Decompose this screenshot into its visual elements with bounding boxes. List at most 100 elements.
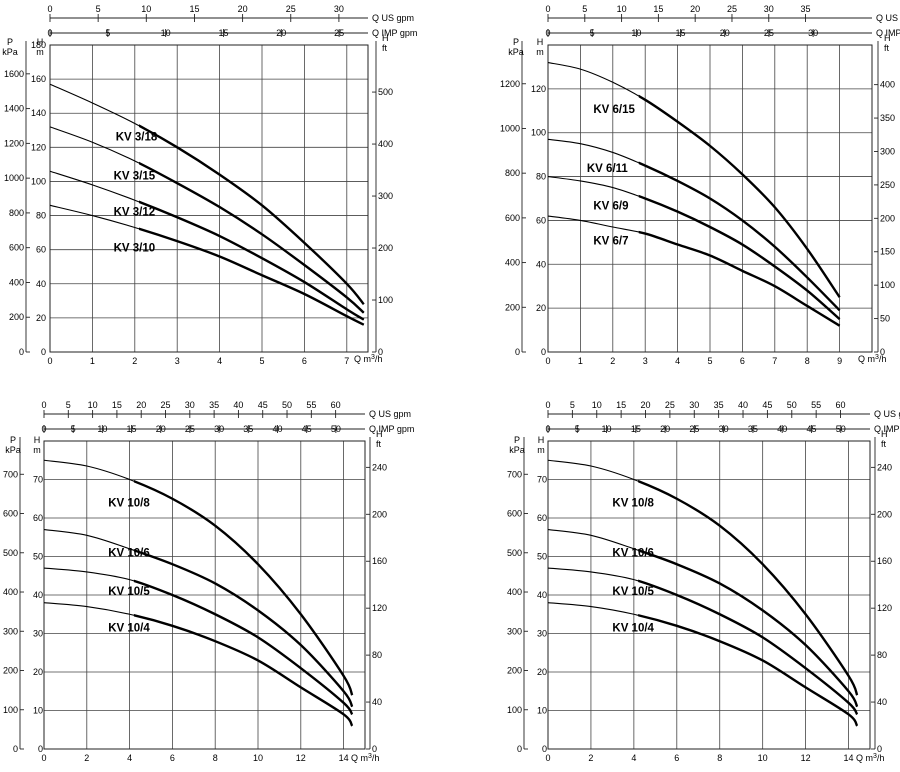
head-ft-tick-label: 160 <box>372 556 387 566</box>
us-gpm-tick-label: 35 <box>801 4 811 14</box>
imp-gpm-tick-label: 45 <box>302 424 312 434</box>
curve-label: KV 6/15 <box>593 104 635 116</box>
imp-gpm-tick-label: 10 <box>97 424 107 434</box>
pump-curve <box>43 567 353 715</box>
curve-label: KV 3/15 <box>114 171 156 183</box>
x-tick-label: 10 <box>758 753 768 763</box>
pressure-unit-label: kPa <box>5 445 21 455</box>
head-m-tick-label: 70 <box>33 475 43 485</box>
pump-curve <box>547 62 841 298</box>
imp-gpm-tick-label: 20 <box>276 28 286 38</box>
pressure-tick-label: 400 <box>9 277 24 287</box>
us-gpm-tick-label: 5 <box>96 4 101 14</box>
curve-label: KV 3/12 <box>114 207 156 219</box>
pressure-axis-label: P <box>514 435 520 445</box>
head-ft-tick-label: 120 <box>372 603 387 613</box>
head-ft-tick-label: 100 <box>880 280 895 290</box>
pump-curve-operating-range <box>133 548 354 708</box>
head-ft-tick-label: 300 <box>880 146 895 156</box>
imp-gpm-tick-label: 10 <box>631 28 641 38</box>
us-gpm-axis-label: Q US gpm <box>874 409 900 419</box>
x-tick-label: 8 <box>805 356 810 366</box>
imp-gpm-tick-label: 20 <box>156 424 166 434</box>
us-gpm-tick-label: 30 <box>764 4 774 14</box>
head-ft-tick-label: 150 <box>880 247 895 257</box>
imp-gpm-tick-label: 10 <box>602 424 612 434</box>
head-m-axis-label: H <box>34 435 41 445</box>
x-tick-label: 5 <box>259 356 264 366</box>
pump-curve-operating-range <box>133 579 354 716</box>
x-tick-label: 6 <box>740 356 745 366</box>
us-gpm-tick-label: 0 <box>545 4 550 14</box>
imp-gpm-tick-label: 45 <box>806 424 816 434</box>
head-m-tick-label: 100 <box>531 128 546 138</box>
pressure-tick-label: 1200 <box>4 138 24 148</box>
imp-gpm-tick-label: 30 <box>719 424 729 434</box>
us-gpm-tick-label: 5 <box>582 4 587 14</box>
imp-gpm-tick-label: 0 <box>41 424 46 434</box>
chart-panel-4: 0 2 4 6 8 10 12 14 Q m3/h0 5 10 15 20 25 30 35 40 45 50 55 6… <box>507 400 900 763</box>
pump-curve <box>547 567 858 715</box>
pump-curve-operating-range <box>638 548 859 708</box>
pressure-tick-label: 400 <box>507 587 522 597</box>
head-m-tick-label: 0 <box>542 744 547 754</box>
pump-curve-operating-range <box>139 227 365 326</box>
imp-gpm-tick-label: 40 <box>777 424 787 434</box>
imp-gpm-tick-label: 5 <box>105 28 110 38</box>
us-gpm-axis-label: Q US gpm <box>369 409 411 419</box>
imp-gpm-tick-label: 0 <box>545 28 550 38</box>
pressure-tick-label: 1000 <box>500 123 520 133</box>
x-tick-label: 0 <box>41 753 46 763</box>
head-m-tick-label: 160 <box>31 74 46 84</box>
pressure-tick-label: 1000 <box>4 173 24 183</box>
x-tick-label: 7 <box>772 356 777 366</box>
x-tick-label: 12 <box>296 753 306 763</box>
head-ft-tick-label: 200 <box>372 509 387 519</box>
us-gpm-tick-label: 10 <box>141 4 151 14</box>
head-m-tick-label: 40 <box>36 279 46 289</box>
pressure-tick-label: 200 <box>507 666 522 676</box>
pressure-tick-label: 600 <box>3 509 18 519</box>
imp-gpm-tick-label: 25 <box>334 28 344 38</box>
imp-gpm-tick-label: 30 <box>808 28 818 38</box>
us-gpm-tick-label: 15 <box>189 4 199 14</box>
head-ft-tick-label: 160 <box>877 556 892 566</box>
pump-curve <box>49 126 365 314</box>
us-gpm-tick-label: 10 <box>88 400 98 410</box>
head-m-tick-label: 100 <box>31 176 46 186</box>
head-m-tick-label: 20 <box>33 667 43 677</box>
us-gpm-tick-label: 0 <box>41 400 46 410</box>
pump-curve <box>49 170 365 321</box>
curve-label: KV 10/6 <box>108 548 150 560</box>
head-m-tick-label: 120 <box>31 142 46 152</box>
head-ft-unit-label: ft <box>376 439 382 449</box>
head-m-tick-label: 140 <box>31 108 46 118</box>
head-ft-unit-label: ft <box>382 43 388 53</box>
head-m-tick-label: 30 <box>537 629 547 639</box>
us-gpm-tick-label: 60 <box>331 400 341 410</box>
pressure-tick-label: 700 <box>507 469 522 479</box>
x-tick-label: 3 <box>175 356 180 366</box>
imp-gpm-tick-label: 30 <box>214 424 224 434</box>
head-m-axis-label: H <box>37 37 44 47</box>
us-gpm-tick-label: 40 <box>233 400 243 410</box>
us-gpm-tick-label: 25 <box>665 400 675 410</box>
imp-gpm-tick-label: 40 <box>272 424 282 434</box>
head-ft-tick-label: 200 <box>378 243 393 253</box>
pressure-tick-label: 300 <box>507 626 522 636</box>
pump-curve <box>49 204 365 326</box>
head-ft-tick-label: 0 <box>880 347 885 357</box>
head-m-tick-label: 0 <box>541 347 546 357</box>
head-ft-tick-label: 40 <box>877 697 887 707</box>
pressure-tick-label: 0 <box>13 744 18 754</box>
head-ft-tick-label: 0 <box>372 744 377 754</box>
pressure-tick-label: 100 <box>3 705 18 715</box>
pressure-tick-label: 700 <box>3 469 18 479</box>
pump-curve-operating-range <box>133 614 354 727</box>
head-m-tick-label: 40 <box>537 590 547 600</box>
curve-label: KV 10/5 <box>612 586 654 598</box>
x-tick-label: 0 <box>47 356 52 366</box>
curve-label: KV 3/18 <box>116 132 158 144</box>
x-tick-label: 2 <box>84 753 89 763</box>
